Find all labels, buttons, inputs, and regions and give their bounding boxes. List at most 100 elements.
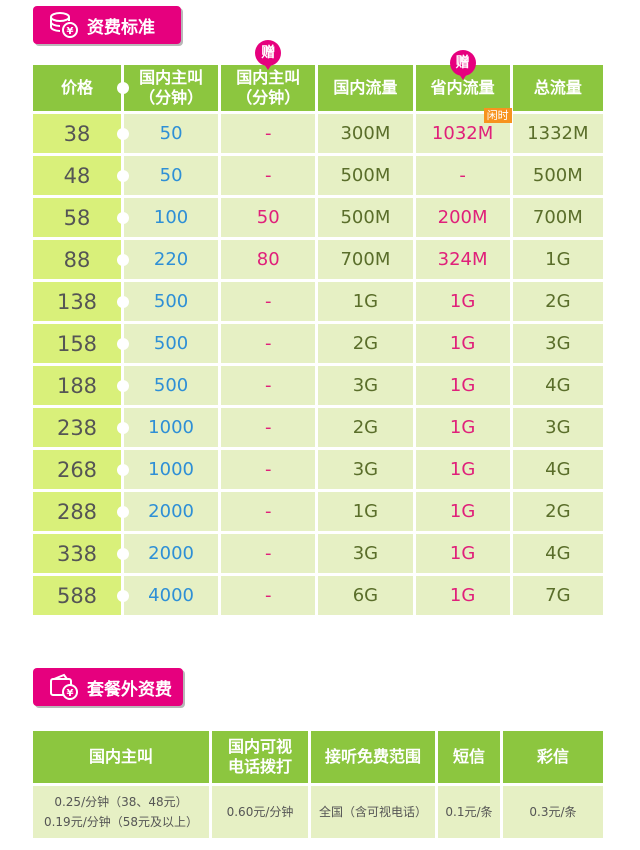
- fee-standard-table: 价格 国内主叫 （分钟） 赠国内主叫 （分钟） 国内流量 赠省内流量 总流量 3…: [30, 40, 606, 618]
- cell-province-data: 1G: [415, 324, 510, 363]
- cell-domestic-data: 3G: [318, 534, 413, 573]
- header-mms: 彩信: [503, 731, 603, 783]
- cell-gift-call: -: [221, 324, 316, 363]
- cell-province-data: 1G: [415, 534, 510, 573]
- cell-video-call: 0.60元/分钟: [212, 786, 308, 838]
- cell-domestic-call: 500: [124, 282, 219, 321]
- cell-gift-call: 80: [221, 240, 316, 279]
- section-title: 资费标准: [87, 17, 155, 38]
- cell-domestic-data: 700M: [318, 240, 413, 279]
- table-row: 288 2000-1G 1G 2G: [33, 492, 603, 531]
- table-row: 48 50-500M -500M: [33, 156, 603, 195]
- cell-domestic-call: 0.25/分钟（38、48元） 0.19元/分钟（58元及以上）: [33, 786, 209, 838]
- header-price: 价格: [33, 65, 129, 111]
- table-row: 188 500-3G 1G 4G: [33, 366, 603, 405]
- cell-mms: 0.3元/条: [503, 786, 603, 838]
- cell-free-range: 全国（含可视电话）: [311, 786, 435, 838]
- svg-text:¥: ¥: [67, 688, 74, 699]
- cell-price: 288: [33, 492, 129, 531]
- cell-gift-call: -: [221, 450, 316, 489]
- cell-domestic-data: 500M: [318, 198, 413, 237]
- cell-province-data: 1032M 闲时: [415, 108, 512, 153]
- cell-price: 338: [33, 534, 129, 573]
- table-row: 88 220 80 700M 324M 1G: [33, 240, 603, 279]
- cell-domestic-call: 500: [124, 366, 219, 405]
- cell-domestic-data: 1G: [318, 282, 413, 321]
- cell-province-data: 1G: [415, 408, 510, 447]
- cell-domestic-call: 50: [124, 114, 219, 153]
- cell-price: 238: [33, 408, 129, 447]
- table-row: 38 50-300M 1032M 闲时 1332M: [33, 108, 603, 153]
- cell-domestic-call: 1000: [124, 450, 219, 489]
- cell-price: 138: [33, 282, 129, 321]
- cell-province-data: -: [415, 156, 510, 195]
- wallet-yen-icon: ¥: [47, 672, 81, 702]
- cell-price: 48: [33, 156, 129, 195]
- table-row: 158 500-2G 1G 3G: [33, 324, 603, 363]
- cell-total-data: 4G: [512, 366, 603, 405]
- cell-price: 188: [33, 366, 129, 405]
- section-header-fee-standard: ¥ 资费标准: [33, 6, 181, 44]
- cell-price: 88: [33, 240, 129, 279]
- header-domestic-call: 国内主叫 （分钟）: [124, 65, 219, 111]
- cell-province-data: 1G: [415, 282, 510, 321]
- cell-province-data: 1G: [415, 576, 510, 615]
- cell-price: 268: [33, 450, 129, 489]
- cell-province-data: 200M: [415, 198, 510, 237]
- cell-domestic-call: 2000: [124, 492, 219, 531]
- cell-total-data: 4G: [512, 534, 603, 573]
- cell-gift-call: -: [221, 408, 316, 447]
- cell-total-data: 1332M: [512, 114, 603, 153]
- cell-domestic-call: 4000: [124, 576, 219, 615]
- section-title: 套餐外资费: [87, 679, 172, 700]
- cell-total-data: 3G: [512, 408, 603, 447]
- cell-gift-call: -: [221, 534, 316, 573]
- cell-price: 158: [33, 324, 129, 363]
- cell-total-data: 3G: [512, 324, 603, 363]
- cell-domestic-call: 100: [124, 198, 219, 237]
- table-row: 58 100 50 500M 200M 700M: [33, 198, 603, 237]
- cell-total-data: 2G: [512, 282, 603, 321]
- table-row: 0.25/分钟（38、48元） 0.19元/分钟（58元及以上） 0.60元/分…: [33, 786, 603, 838]
- cell-domestic-call: 500: [124, 324, 219, 363]
- table-row: 588 4000-6G 1G 7G: [33, 576, 603, 615]
- table-row: 238 1000-2G 1G 3G: [33, 408, 603, 447]
- cell-gift-call: -: [221, 576, 316, 615]
- cell-price: 58: [33, 198, 129, 237]
- cell-gift-call: -: [221, 366, 316, 405]
- cell-gift-call: -: [221, 114, 316, 153]
- header-domestic-call: 国内主叫: [33, 731, 209, 783]
- header-province-data: 赠省内流量: [415, 50, 510, 111]
- cell-province-data: 1G: [415, 366, 510, 405]
- header-free-range: 接听免费范围: [311, 731, 435, 783]
- table-row: 338 2000-3G 1G 4G: [33, 534, 603, 573]
- cell-gift-call: -: [221, 156, 316, 195]
- cell-sms: 0.1元/条: [438, 786, 500, 838]
- cell-domestic-call: 1000: [124, 408, 219, 447]
- cell-domestic-data: 3G: [318, 366, 413, 405]
- table-header-row: 国内主叫 国内可视 电话拨打 接听免费范围 短信 彩信: [33, 731, 603, 783]
- header-sms: 短信: [438, 731, 500, 783]
- cell-price: 588: [33, 576, 129, 615]
- cell-province-data: 1G: [415, 450, 510, 489]
- cell-domestic-call: 50: [124, 156, 219, 195]
- gift-badge: 赠: [449, 50, 476, 80]
- cell-domestic-data: 6G: [318, 576, 413, 615]
- cell-province-data: 1G: [415, 492, 510, 531]
- cell-domestic-data: 2G: [318, 324, 413, 363]
- cell-gift-call: -: [221, 282, 316, 321]
- cell-domestic-data: 1G: [318, 492, 413, 531]
- cell-total-data: 4G: [512, 450, 603, 489]
- cell-price: 38: [33, 114, 129, 153]
- header-domestic-data: 国内流量: [318, 65, 413, 111]
- cell-domestic-call: 2000: [124, 534, 219, 573]
- gift-badge: 赠: [255, 40, 282, 70]
- cell-total-data: 7G: [512, 576, 603, 615]
- cell-domestic-data: 300M: [318, 114, 413, 153]
- cell-gift-call: -: [221, 492, 316, 531]
- coins-yen-icon: ¥: [47, 10, 81, 40]
- cell-total-data: 700M: [512, 198, 603, 237]
- cell-domestic-data: 2G: [318, 408, 413, 447]
- header-gift-call: 赠国内主叫 （分钟）: [221, 40, 316, 111]
- svg-text:¥: ¥: [67, 26, 74, 37]
